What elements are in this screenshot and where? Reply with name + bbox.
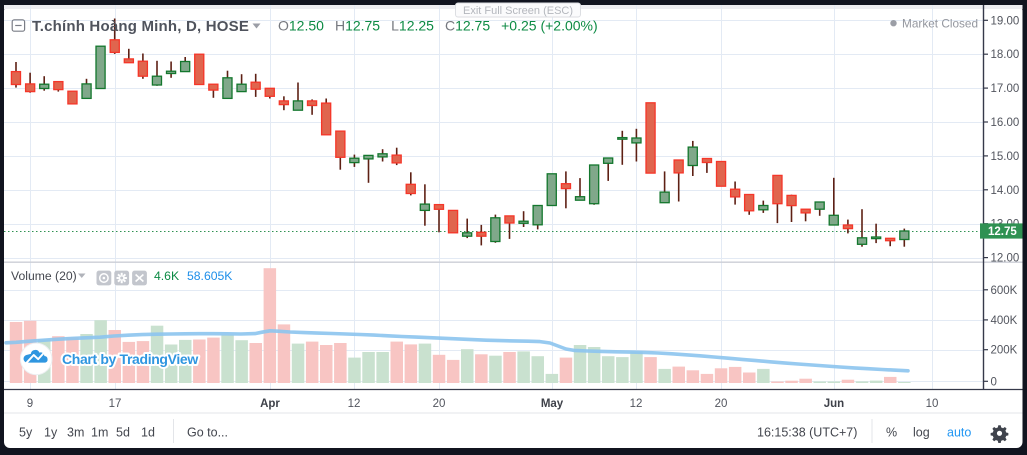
svg-text:16:15:38 (UTC+7): 16:15:38 (UTC+7) — [757, 426, 857, 440]
svg-text:600K: 600K — [991, 285, 1018, 297]
svg-text:May: May — [541, 398, 564, 410]
svg-text:12: 12 — [348, 398, 361, 410]
svg-text:15.00: 15.00 — [991, 151, 1020, 163]
svg-text:Go to...: Go to... — [187, 426, 228, 440]
svg-text:12.00: 12.00 — [991, 253, 1020, 265]
svg-text:12.75: 12.75 — [988, 226, 1017, 238]
svg-text:4.6K: 4.6K — [154, 269, 179, 283]
svg-text:5d: 5d — [116, 426, 130, 440]
svg-text:Apr: Apr — [260, 398, 280, 410]
svg-text:5y: 5y — [19, 426, 33, 440]
svg-text:400K: 400K — [991, 315, 1018, 327]
svg-text:Chart by TradingView: Chart by TradingView — [62, 351, 198, 367]
svg-text:10: 10 — [926, 398, 939, 410]
svg-text:58.605K: 58.605K — [187, 269, 232, 283]
svg-text:Jun: Jun — [824, 398, 844, 410]
svg-text:auto: auto — [947, 426, 971, 440]
svg-text:200K: 200K — [991, 345, 1018, 357]
svg-text:16.00: 16.00 — [991, 117, 1020, 129]
svg-text:17: 17 — [109, 398, 122, 410]
svg-text:18.00: 18.00 — [991, 49, 1020, 61]
svg-text:Exit Full Screen (ESC): Exit Full Screen (ESC) — [463, 5, 573, 17]
svg-text:T.chính Hoàng Minh, D, HOSE: T.chính Hoàng Minh, D, HOSE — [32, 18, 249, 35]
svg-text:Chart by TradingView: Chart by TradingView — [62, 351, 198, 367]
svg-text:Volume (20): Volume (20) — [11, 269, 77, 283]
svg-text:12: 12 — [630, 398, 643, 410]
svg-text:1m: 1m — [91, 426, 108, 440]
svg-text:20: 20 — [715, 398, 728, 410]
svg-text:1d: 1d — [141, 426, 155, 440]
svg-text:Market Closed: Market Closed — [902, 17, 978, 31]
svg-text:9: 9 — [27, 398, 33, 410]
svg-text:14.00: 14.00 — [991, 185, 1020, 197]
svg-text:%: % — [886, 426, 897, 440]
svg-text:log: log — [913, 426, 930, 440]
svg-text:3m: 3m — [67, 426, 84, 440]
svg-text:19.00: 19.00 — [991, 15, 1020, 27]
svg-text:0: 0 — [991, 376, 997, 388]
svg-text:17.00: 17.00 — [991, 83, 1020, 95]
svg-text:20: 20 — [433, 398, 446, 410]
svg-text:1y: 1y — [44, 426, 58, 440]
